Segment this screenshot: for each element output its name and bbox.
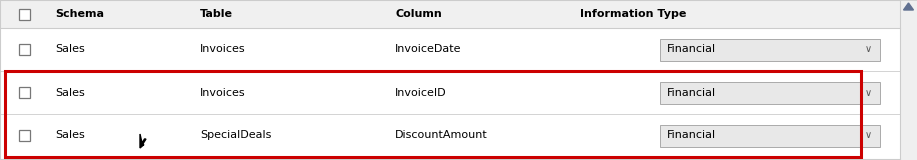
Text: SpecialDeals: SpecialDeals: [200, 131, 271, 140]
Text: DiscountAmount: DiscountAmount: [395, 131, 488, 140]
Bar: [0, 0, 900, 28]
Text: Financial: Financial: [667, 131, 716, 140]
Text: Information Type: Information Type: [580, 9, 687, 19]
Text: Sales: Sales: [55, 44, 84, 55]
Bar: [660, 124, 880, 147]
Text: Invoices: Invoices: [200, 88, 246, 97]
Bar: [0, 71, 900, 114]
Polygon shape: [140, 134, 146, 148]
Text: ∨: ∨: [865, 44, 871, 55]
Text: ∨: ∨: [865, 88, 871, 97]
Text: Financial: Financial: [667, 88, 716, 97]
Bar: [660, 39, 880, 60]
Text: InvoiceDate: InvoiceDate: [395, 44, 461, 55]
Text: Financial: Financial: [667, 44, 716, 55]
Bar: [660, 81, 880, 104]
Text: Schema: Schema: [55, 9, 104, 19]
Bar: [0, 28, 900, 71]
Text: Sales: Sales: [55, 88, 84, 97]
Bar: [18, 8, 29, 20]
Bar: [18, 130, 29, 141]
Text: InvoiceID: InvoiceID: [395, 88, 447, 97]
Bar: [5, 71, 861, 157]
Text: Sales: Sales: [55, 131, 84, 140]
Bar: [18, 44, 29, 55]
Text: Invoices: Invoices: [200, 44, 246, 55]
Text: Column: Column: [395, 9, 442, 19]
Bar: [900, 0, 917, 160]
Text: Table: Table: [200, 9, 233, 19]
Bar: [18, 87, 29, 98]
Text: ∨: ∨: [865, 131, 871, 140]
Bar: [0, 114, 900, 157]
Polygon shape: [903, 3, 913, 10]
